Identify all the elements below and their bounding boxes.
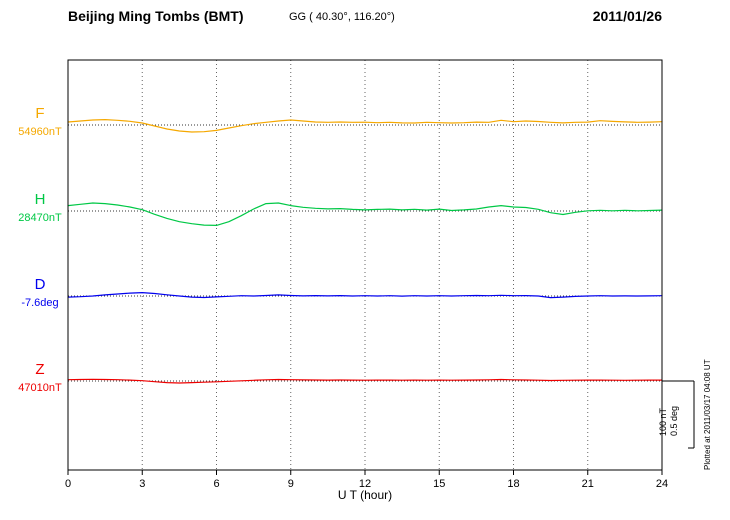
station-coords: GG ( 40.30°, 116.20°) [289, 11, 395, 23]
x-tick-label: 0 [65, 478, 71, 490]
x-tick-label: 3 [139, 478, 145, 490]
trace-F [67, 118, 663, 133]
trace-H [67, 202, 663, 226]
station-title: Beijing Ming Tombs (BMT) [68, 8, 244, 24]
scalebar-label-nt: 100 nT [658, 407, 668, 436]
component-label-z: Z 47010nT [8, 361, 72, 395]
component-letter-h: H [34, 191, 46, 208]
component-letter-f: F [35, 105, 45, 122]
plot-date: 2011/01/26 [592, 8, 662, 24]
x-tick-label: 21 [582, 478, 594, 490]
component-letter-d: D [34, 276, 46, 293]
component-baseline-f: 54960nT [18, 126, 62, 138]
trace-D [67, 292, 663, 299]
x-tick-label: 15 [433, 478, 445, 490]
plot-frame [67, 59, 663, 471]
x-tick-label: 18 [507, 478, 519, 490]
x-tick-label: 6 [213, 478, 219, 490]
component-baseline-d: -7.6deg [21, 297, 59, 309]
component-label-h: H 28470nT [8, 191, 72, 225]
x-tick-label: 12 [359, 478, 371, 490]
component-label-d: D -7.6deg [8, 276, 72, 310]
plotted-at-note: Plotted at 2011/03/17 04:08 UT [703, 359, 712, 470]
trace-Z [67, 378, 663, 384]
x-tick-label: 24 [656, 478, 668, 490]
x-tick-label: 9 [288, 478, 294, 490]
x-axis-title: U T (hour) [337, 488, 393, 502]
component-baseline-h: 28470nT [18, 212, 62, 224]
component-label-f: F 54960nT [8, 105, 72, 139]
component-baseline-z: 47010nT [18, 382, 62, 394]
scalebar-label-deg: 0.5 deg [669, 405, 679, 436]
component-letter-z: Z [35, 361, 45, 378]
